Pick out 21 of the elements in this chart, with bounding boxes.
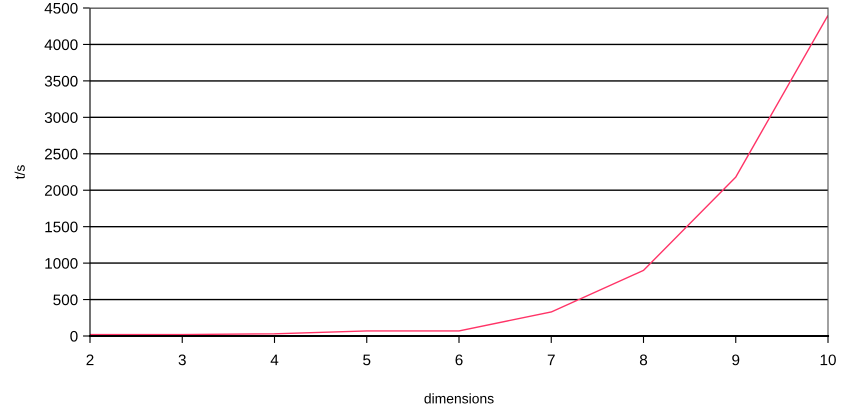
- y-tick-label: 500: [53, 294, 78, 306]
- y-tick-label: 2500: [44, 148, 78, 160]
- x-tick-label: 5: [363, 354, 370, 366]
- y-tick-label: 1500: [45, 222, 78, 232]
- x-tick-label: 7: [548, 354, 555, 366]
- y-tick-label: 0: [70, 330, 78, 342]
- y-tick-label: 1000: [45, 258, 78, 269]
- x-tick-label: 9: [732, 354, 740, 366]
- x-tick-label: 8: [640, 354, 648, 366]
- y-axis-title: t/s: [14, 165, 25, 180]
- y-tick-label: 2000: [44, 185, 78, 196]
- y-tick-label: 4500: [44, 2, 78, 14]
- x-tick-label: 3: [178, 354, 186, 366]
- y-tick-label: 3500: [44, 76, 78, 87]
- y-tick-label: 4000: [44, 39, 78, 50]
- x-axis-title: dimensions: [424, 393, 494, 404]
- y-tick-label: 3000: [44, 112, 78, 124]
- x-tick-label: 2: [86, 354, 94, 366]
- x-tick-label: 4: [270, 354, 278, 366]
- x-tick-label: 10: [820, 354, 836, 366]
- x-tick-label: 6: [456, 354, 463, 366]
